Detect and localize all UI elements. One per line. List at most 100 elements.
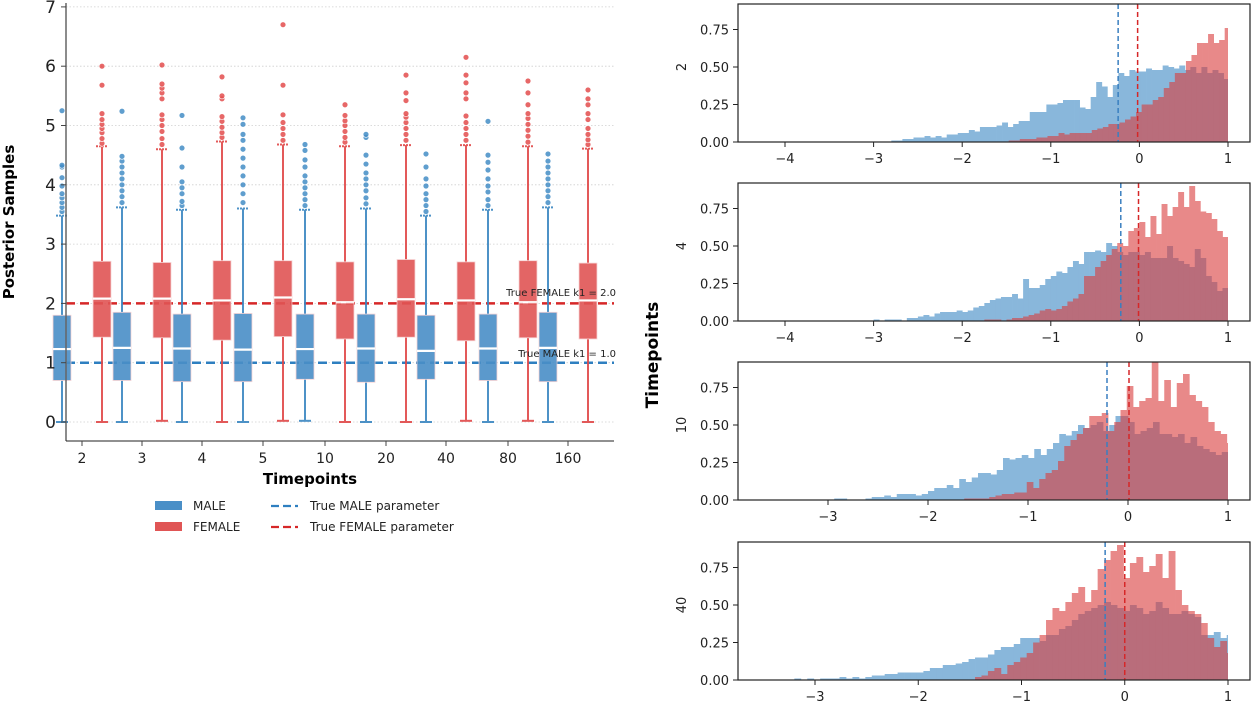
outlier-point xyxy=(279,111,287,119)
histogram-bar xyxy=(1162,578,1170,680)
histogram-bar xyxy=(1110,551,1118,680)
histogram-bar xyxy=(928,316,935,321)
histogram-bar xyxy=(907,139,914,142)
box-iqr xyxy=(152,262,172,339)
outlier-point xyxy=(484,196,492,204)
histogram-bar xyxy=(1123,578,1131,680)
x-tick-label: −1 xyxy=(1018,510,1037,525)
histogram-bar xyxy=(1181,605,1189,680)
histogram-bar xyxy=(1174,73,1181,142)
outlier-point xyxy=(422,175,430,183)
histogram-bar xyxy=(1118,73,1125,142)
outlier-point xyxy=(462,136,470,144)
histogram-bar xyxy=(1180,73,1187,142)
histogram-bar xyxy=(974,131,981,142)
outlier-point xyxy=(218,92,226,100)
outlier-point xyxy=(98,116,106,123)
y-tick-label: 0.25 xyxy=(700,99,729,114)
x-tick-label: −2 xyxy=(918,510,937,525)
outlier-point xyxy=(584,125,592,132)
histogram-bar xyxy=(1108,124,1115,142)
histogram-bar xyxy=(994,650,1002,680)
female-box-group xyxy=(92,62,112,423)
box-iqr xyxy=(518,260,538,339)
boxplot-marks xyxy=(52,21,598,423)
outlier-point xyxy=(239,136,247,144)
histogram-bar xyxy=(1067,301,1074,321)
histogram-bar xyxy=(1029,112,1036,142)
histogram-bar xyxy=(1018,121,1025,142)
histogram-bar xyxy=(1207,638,1215,680)
histogram-bar xyxy=(1145,398,1153,500)
histogram-bar xyxy=(1041,137,1048,142)
outlier-point xyxy=(362,200,370,208)
histogram-panels: 0.000.250.500.75−4 −3 −2 −1 0 120.000.250.500… xyxy=(675,3,1251,705)
female-box-group xyxy=(396,71,416,423)
y-tick-label: 2 xyxy=(45,294,56,314)
histogram-bar xyxy=(989,497,996,500)
histogram-bar xyxy=(1036,137,1043,142)
histogram-bar xyxy=(845,678,853,680)
histogram-bar xyxy=(923,315,930,321)
histogram-bar xyxy=(990,127,997,142)
male-box-group xyxy=(52,107,72,423)
outlier-point xyxy=(524,126,532,134)
histogram-bar xyxy=(1189,395,1196,500)
histogram-bar xyxy=(971,477,979,500)
outlier-point xyxy=(524,101,532,109)
x-tick-label: 1 xyxy=(1224,510,1232,525)
y-tick-label: 0.75 xyxy=(700,382,729,397)
x-tick-label: 0 xyxy=(1121,690,1129,705)
histogram-bar xyxy=(1079,107,1086,142)
histogram-bar xyxy=(962,312,969,321)
outlier-point xyxy=(301,172,309,180)
outlier-point xyxy=(544,169,552,177)
histogram-bar xyxy=(1078,264,1085,321)
histogram-bar xyxy=(973,307,980,321)
x-tick-label: 3 xyxy=(138,451,147,467)
panel-frame xyxy=(737,541,1251,681)
histogram-bar xyxy=(878,675,886,680)
outlier-point xyxy=(362,181,370,189)
histogram-bar xyxy=(1014,492,1021,500)
histogram-bar xyxy=(1089,276,1096,321)
female-histogram xyxy=(984,186,1228,321)
histogram-bar xyxy=(987,671,995,680)
outlier-point xyxy=(239,172,247,180)
outlier-point xyxy=(402,89,410,97)
histogram-bar xyxy=(917,316,924,321)
x-tick-label: −2 xyxy=(909,690,928,705)
outlier-point xyxy=(422,196,430,204)
histogram-bar xyxy=(839,677,847,680)
histogram-bar xyxy=(1130,116,1137,142)
histogram-bar xyxy=(959,479,966,500)
outlier-point xyxy=(118,152,126,160)
histogram-shared-y-label: Timepoints xyxy=(643,302,663,409)
histogram-bar xyxy=(1050,310,1057,321)
histogram-bar xyxy=(1045,309,1052,321)
histogram-bar xyxy=(1000,647,1008,680)
histogram-bar xyxy=(963,133,970,142)
histogram-bar xyxy=(1107,97,1114,142)
outlier-point xyxy=(98,62,106,70)
outlier-point xyxy=(484,182,492,190)
histogram-bar xyxy=(1136,557,1144,680)
histogram-bar xyxy=(1007,127,1014,142)
outlier-point xyxy=(462,119,470,126)
outlier-point xyxy=(584,110,592,118)
histogram-bar xyxy=(1195,401,1203,500)
histogram-bar xyxy=(1176,383,1184,500)
histogram-bar xyxy=(1183,207,1190,321)
histogram-bar xyxy=(865,498,873,500)
x-tick-label: −1 xyxy=(1041,331,1060,346)
histogram-bar xyxy=(956,310,963,321)
panel-timepoint-label: 2 xyxy=(675,63,690,71)
x-tick-label: −4 xyxy=(775,331,794,346)
outlier-point xyxy=(484,202,492,209)
outlier-point xyxy=(524,77,532,85)
outlier-point xyxy=(341,128,349,135)
outlier-point xyxy=(462,71,470,79)
x-tick-label: −3 xyxy=(818,510,837,525)
histogram-bar xyxy=(897,672,905,680)
histogram-bar xyxy=(1028,315,1035,321)
